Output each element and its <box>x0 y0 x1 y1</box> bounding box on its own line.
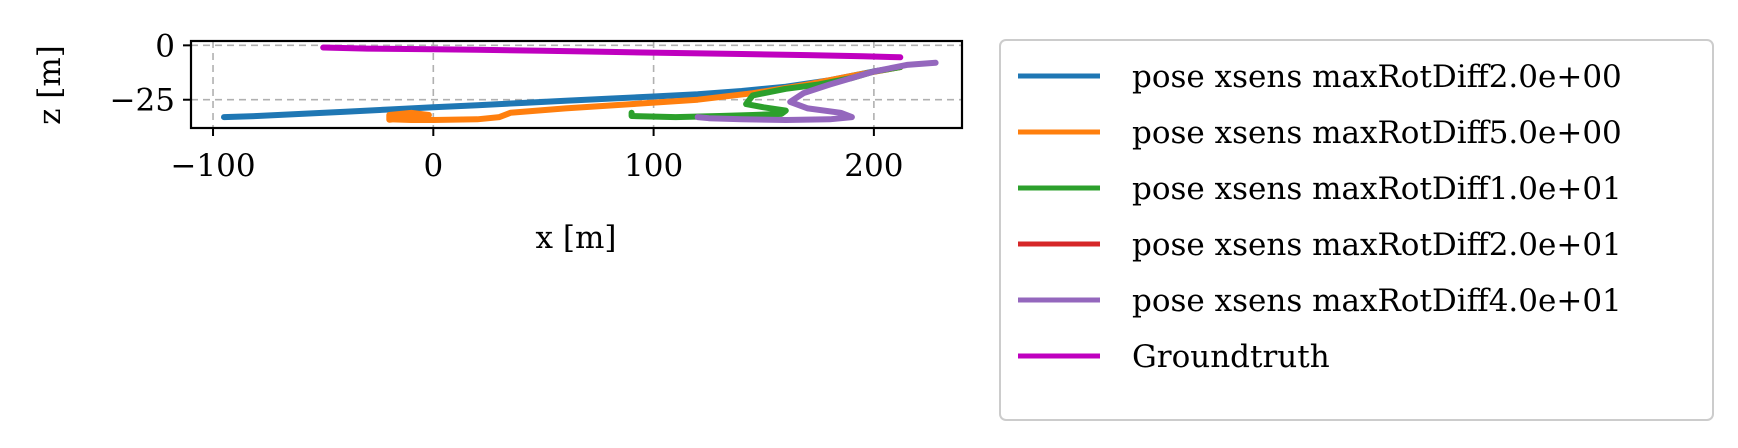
y-axis-label: z [m] <box>32 45 68 125</box>
series-lines <box>221 44 939 123</box>
axis-ticks: −100 0 100 200 0 −25 <box>110 28 904 184</box>
plot-frame <box>189 39 964 130</box>
y-tick-label: −25 <box>110 83 175 119</box>
x-axis-label: x [m] <box>536 220 617 256</box>
legend: pose xsens maxRotDiff2.0e+00 pose xsens m… <box>999 39 1714 421</box>
series-line-4 <box>694 59 939 123</box>
legend-frame <box>999 39 1714 421</box>
x-tick-label: 0 <box>423 148 443 184</box>
legend-label: pose xsens maxRotDiff4.0e+01 <box>1132 283 1622 319</box>
legend-label: Groundtruth <box>1132 339 1330 375</box>
x-tick-label: 100 <box>624 148 683 184</box>
y-tick-label: 0 <box>155 28 175 64</box>
legend-label: pose xsens maxRotDiff5.0e+00 <box>1132 115 1622 151</box>
x-tick-label: −100 <box>170 148 255 184</box>
legend-label: pose xsens maxRotDiff2.0e+01 <box>1132 227 1622 263</box>
legend-entries: pose xsens maxRotDiff2.0e+00 pose xsens m… <box>1018 59 1622 375</box>
legend-label: pose xsens maxRotDiff2.0e+00 <box>1132 59 1622 95</box>
series-line-5 <box>320 44 904 61</box>
x-tick-label: 200 <box>844 148 903 184</box>
legend-label: pose xsens maxRotDiff1.0e+01 <box>1132 171 1622 207</box>
